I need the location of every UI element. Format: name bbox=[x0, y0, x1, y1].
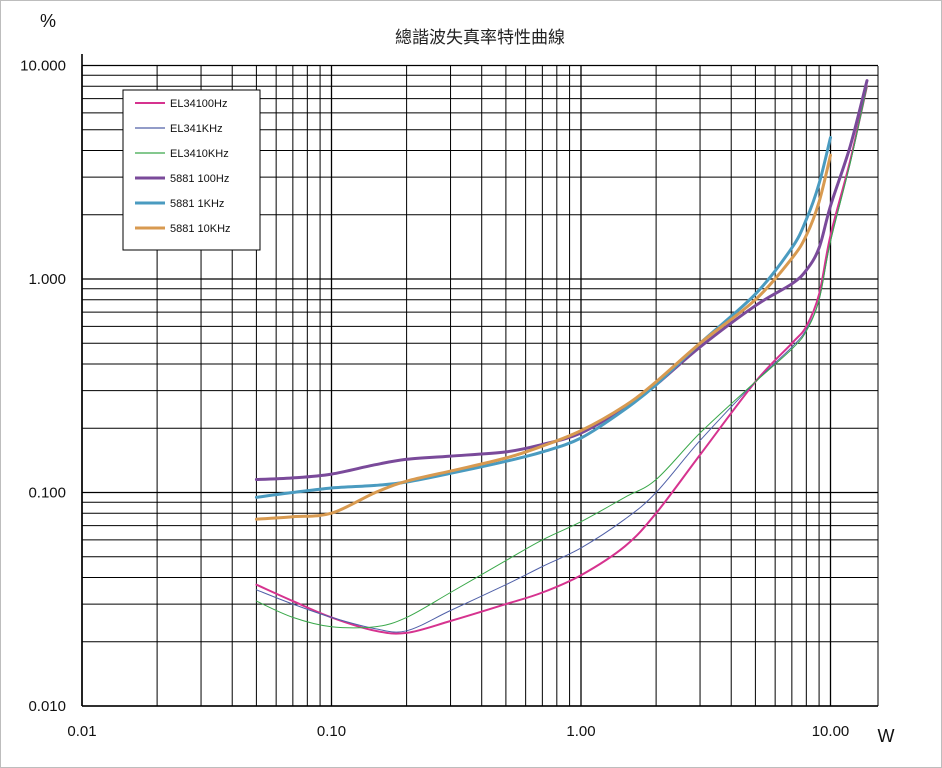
series-line-2 bbox=[255, 85, 868, 629]
x-tick-label: 10.00 bbox=[812, 723, 850, 740]
x-tick-label: 1.00 bbox=[566, 723, 595, 740]
y-tick-label: 0.010 bbox=[28, 698, 66, 715]
series-line-3 bbox=[254, 79, 869, 481]
legend-label: EL3410KHz bbox=[170, 148, 229, 160]
legend-label: 5881 100Hz bbox=[170, 173, 229, 185]
legend-label: 5881 1KHz bbox=[170, 198, 224, 210]
y-tick-label: 0.100 bbox=[28, 485, 66, 502]
x-axis-unit: W bbox=[878, 726, 895, 746]
series-line-0 bbox=[255, 85, 868, 635]
legend: EL34100Hz EL341KHz EL3410KHz 5881 100Hz 5881… bbox=[122, 89, 261, 251]
series-lines bbox=[254, 79, 869, 635]
legend-label: EL341KHz bbox=[170, 123, 223, 135]
legend-box bbox=[122, 89, 261, 251]
series-line-4 bbox=[254, 136, 832, 499]
y-axis-unit: % bbox=[40, 11, 56, 31]
x-tick-label: 0.01 bbox=[67, 723, 96, 740]
chart-title: 總諧波失真率特性曲線 bbox=[395, 28, 565, 48]
y-tick-label: 10.000 bbox=[20, 58, 66, 75]
axes: 0.010 0.100 1.000 10.000 0.01 0.10 1.00 10.00 bbox=[20, 54, 879, 740]
y-tick-label: 1.000 bbox=[28, 271, 66, 288]
x-tick-label: 0.10 bbox=[317, 723, 346, 740]
legend-label: 5881 10KHz bbox=[170, 223, 231, 235]
legend-label: EL34100Hz bbox=[170, 98, 228, 110]
series-line-5 bbox=[254, 153, 832, 521]
